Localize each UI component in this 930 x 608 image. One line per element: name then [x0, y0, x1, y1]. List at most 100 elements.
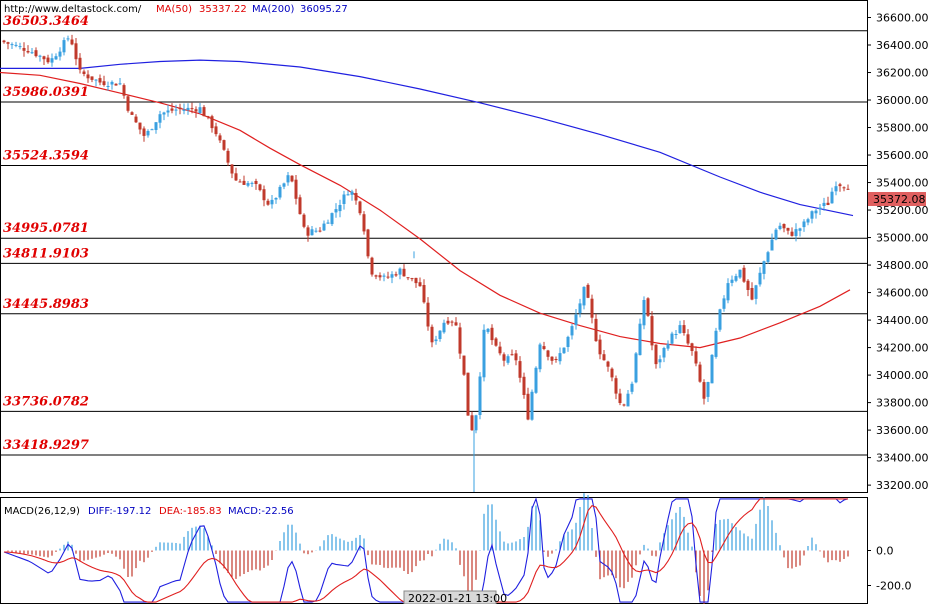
candle-body-down [306, 227, 310, 236]
candle-body-down [554, 359, 558, 360]
candle-body-up [314, 230, 318, 232]
candle-body-up [250, 182, 254, 184]
candle-body-up [54, 56, 58, 60]
candle-body-up [442, 322, 446, 333]
candle-body-up [182, 109, 186, 111]
candle-body-up [270, 199, 274, 205]
y-tick-label: 36600.00 [876, 12, 929, 25]
candle-body-up [58, 51, 62, 57]
level-label: 33736.0782 [3, 394, 89, 409]
candle-body-up [154, 122, 158, 130]
candle-body-down [262, 189, 266, 201]
candle-body-down [782, 224, 786, 229]
candle-body-down [206, 116, 210, 118]
candle-body-up [158, 114, 162, 123]
candle-body-up [50, 58, 54, 63]
candle-body-up [438, 330, 442, 339]
candle-body-down [606, 361, 610, 367]
candle-body-up [326, 222, 330, 224]
ma200-line [0, 59, 854, 217]
candle-body-up [766, 252, 770, 262]
candle-body-up [146, 131, 150, 136]
candle-body-up [582, 286, 586, 306]
candle-body-down [498, 346, 502, 354]
candle-body-up [570, 326, 574, 336]
candle-body-up [722, 298, 726, 309]
candle-body-down [594, 318, 598, 342]
candle-body-down [234, 173, 238, 181]
candle-body-up [822, 202, 826, 206]
candle-body-down [542, 346, 546, 349]
candle-body-up [38, 55, 42, 57]
candle-body-down [6, 42, 10, 44]
candle-body-up [434, 339, 438, 342]
candle-body-down [354, 193, 358, 201]
candle-body-up [634, 353, 638, 383]
candle-body-down [618, 393, 622, 403]
candle-body-up [658, 359, 662, 363]
candle-body-up [778, 225, 782, 229]
candle-body-up [62, 40, 66, 53]
macd-label: MACD(26,12,9) [4, 506, 80, 517]
ma200-label: MA(200) [252, 4, 294, 15]
candle-body-down [790, 231, 794, 236]
candle-body-up [166, 110, 170, 113]
candle-body-up [66, 38, 70, 40]
candle-body-down [266, 200, 270, 205]
candle-body-up [562, 347, 566, 354]
candle-body-down [702, 382, 706, 399]
candle-body-up [538, 344, 542, 370]
candle-body-down [138, 122, 142, 130]
candle-body-down [298, 197, 302, 215]
y-tick-label: 36000.00 [876, 94, 929, 107]
level-label: 34445.8983 [3, 297, 89, 312]
candlesticks [2, 34, 850, 492]
candle-body-down [470, 415, 474, 431]
candle-body-down [98, 78, 102, 83]
candle-body-down [214, 126, 218, 135]
candle-body-up [710, 354, 714, 384]
candle-body-up [330, 213, 334, 225]
candle-body-up [106, 86, 110, 87]
candle-body-up [118, 83, 122, 85]
candle-body-down [430, 326, 434, 343]
candle-body-down [742, 267, 746, 282]
candle-body-up [278, 186, 282, 198]
candle-body-down [126, 96, 130, 111]
candle-body-down [414, 277, 418, 284]
candle-body-down [134, 116, 138, 123]
candle-body-up [802, 221, 806, 228]
candle-body-down [410, 278, 414, 280]
candle-body-down [650, 316, 654, 346]
candle-body-down [494, 338, 498, 346]
candle-body-up [474, 415, 478, 431]
candle-body-up [738, 269, 742, 278]
y-tick-label: 33600.00 [876, 424, 929, 437]
candle-body-down [42, 56, 46, 60]
candle-body-down [210, 116, 214, 129]
candle-body-down [242, 180, 246, 185]
candle-body-down [130, 112, 134, 115]
candle-body-up [198, 107, 202, 113]
candle-body-up [186, 107, 190, 110]
candle-body-down [222, 140, 226, 150]
candle-body-down [374, 275, 378, 277]
candle-body-up [794, 229, 798, 236]
candle-body-up [286, 175, 290, 183]
candle-body-down [406, 277, 410, 279]
candle-body-down [510, 354, 514, 356]
candle-body-down [694, 351, 698, 364]
y-tick-label: 35200.00 [876, 204, 929, 217]
candle-body-down [458, 327, 462, 354]
candle-body-up [630, 383, 634, 392]
candle-body-up [246, 183, 250, 186]
candle-body-down [450, 321, 454, 323]
candle-body-down [698, 364, 702, 382]
candle-body-down [78, 57, 82, 70]
candle-body-up [566, 336, 570, 347]
y-tick-label: 33800.00 [876, 397, 929, 410]
candle-body-down [258, 184, 262, 191]
candle-body-down [522, 376, 526, 395]
candle-body-up [350, 191, 354, 195]
